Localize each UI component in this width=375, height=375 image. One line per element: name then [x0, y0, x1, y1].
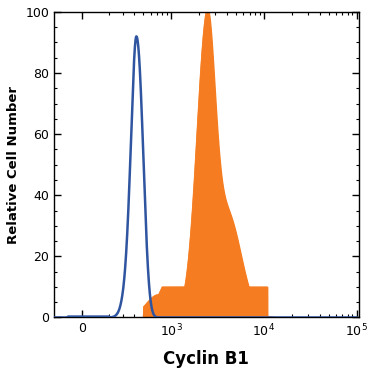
X-axis label: Cyclin B1: Cyclin B1 [164, 350, 249, 368]
Y-axis label: Relative Cell Number: Relative Cell Number [7, 86, 20, 244]
